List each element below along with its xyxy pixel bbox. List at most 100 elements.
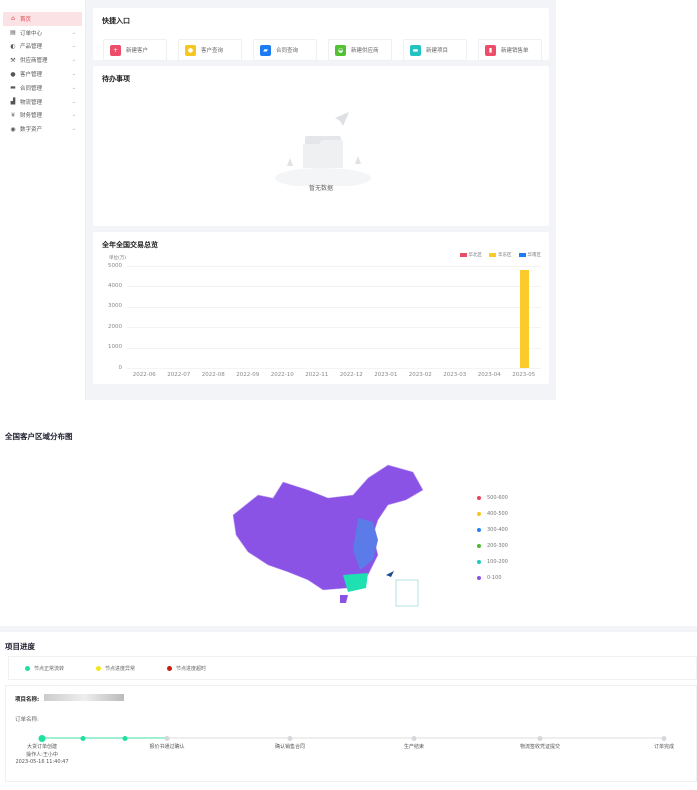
sidebar-item[interactable]: ▟ 物流管理 ⌄ (3, 95, 82, 109)
legend-label: 华北区 (468, 253, 483, 258)
timeline-step: 报价书通过确认 (149, 744, 184, 752)
chart-title: 全年全国交易总览 (102, 241, 158, 249)
gridline (127, 266, 541, 267)
map-region-east (353, 518, 378, 570)
gridline (127, 368, 541, 369)
legend-swatch (489, 253, 496, 257)
home-icon: ⌂ (11, 15, 15, 23)
progress-legend-label: 节点正常流转 (34, 665, 65, 672)
map-region-main (232, 464, 424, 591)
legend-dot (477, 528, 481, 532)
quick-entry-label: 新建项目 (426, 48, 449, 54)
sidebar-item-label: 产品管理 (20, 44, 43, 51)
sidebar-item[interactable]: ▬ 合同管理 ⌄ (3, 81, 82, 95)
map-legend-item[interactable]: 200-300 (477, 538, 508, 554)
step-operator: 操作人:王小中 (26, 751, 58, 758)
project-card: 项目名称: 订单名称: (5, 685, 697, 782)
asset-icon: ◉ (10, 125, 16, 133)
car-icon: ◒ (335, 44, 346, 56)
timeline-node[interactable] (38, 734, 46, 742)
sidebar-item[interactable]: ⚒ 供应商管理 ⌄ (3, 53, 82, 67)
sidebar: ⌂ 首页 ▤ 订单中心 ⌄ ◐ 产品管理 ⌄ ⚒ 供应商管理 ⌄ ● 客户管理 ⌄ ▬ 合同管理 ⌄ ▟ 物流管理 ⌄… (0, 0, 86, 400)
chevron-down-icon: ⌄ (71, 98, 76, 105)
legend-label: 华南区 (527, 253, 542, 258)
chevron-down-icon: ⌄ (71, 57, 76, 64)
quick-entry-button[interactable]: ▮ 新建销售单 (478, 39, 542, 61)
sidebar-item[interactable]: ¥ 财务管理 ⌄ (3, 109, 82, 123)
sidebar-item-label: 供应商管理 (20, 58, 48, 65)
timeline-step: 物流签收凭证提交 (520, 744, 560, 752)
quick-entry-button[interactable]: ◒ 新建供应商 (328, 39, 392, 61)
sidebar-item[interactable]: ⌂ 首页 (3, 12, 82, 26)
legend-label: 华东区 (498, 253, 512, 258)
project-name-label: 项目名称: (15, 697, 40, 703)
quick-entry-label: 新建销售单 (501, 48, 529, 54)
quick-entry-label: 客户查询 (201, 48, 224, 54)
quick-entry-button[interactable]: + 新建客户 (103, 39, 167, 61)
gridline (127, 327, 541, 329)
map-legend-item[interactable]: 100-200 (477, 554, 508, 570)
timeline-node[interactable] (80, 735, 86, 741)
timeline-step: 订单完成 (654, 744, 674, 752)
map-legend-label: 100-200 (487, 559, 508, 565)
quick-entry-button[interactable]: ▰ 合同查询 (253, 39, 317, 61)
status-dot (167, 665, 173, 671)
x-tick-label: 2022-09 (236, 372, 260, 378)
product-icon: ◐ (10, 42, 16, 50)
sidebar-item[interactable]: ▤ 订单中心 ⌄ (3, 26, 82, 40)
x-tick-label: 2022-08 (201, 372, 225, 378)
legend-dot (477, 544, 481, 548)
quick-entry-button[interactable]: ▬ 新建项目 (403, 39, 467, 61)
map-legend-item[interactable]: 400-500 (477, 506, 508, 522)
step-label: 大货订单创建 (26, 744, 58, 750)
legend-dot (477, 576, 481, 580)
timeline-step: 大货订单创建 操作人:王小中 2023-05-16 11:40:47 (15, 744, 68, 767)
sidebar-item-label: 首页 (20, 16, 32, 23)
gridline (127, 347, 541, 349)
timeline-node[interactable] (164, 735, 170, 741)
x-tick-label: 2023-05 (512, 372, 536, 378)
legend-dot (477, 512, 481, 516)
document-icon: ▮ (485, 44, 496, 56)
progress-legend: 节点正常流转 节点进度异常 节点进度超时 (8, 656, 697, 680)
y-tick-label: 5000 (108, 262, 122, 269)
users-icon: ● (185, 44, 196, 56)
status-dot (96, 665, 102, 671)
legend-swatch (459, 253, 467, 257)
sidebar-item[interactable]: ● 客户管理 ⌄ (3, 67, 82, 81)
x-tick-label: 2022-10 (270, 372, 294, 378)
chevron-down-icon: ⌄ (71, 84, 76, 91)
south-sea-inset (395, 579, 419, 607)
order-name-label: 订单名称: (15, 717, 39, 723)
map-region-hainan (340, 595, 348, 603)
timeline-node[interactable] (122, 735, 128, 741)
timeline-progress (42, 737, 167, 739)
map-legend-label: 200-300 (487, 543, 508, 549)
chart-legend: 华北区 华东区 华南区 (453, 252, 542, 258)
timeline-node[interactable] (411, 735, 417, 741)
map-legend-item[interactable]: 300-400 (477, 522, 508, 538)
todo-title: 待办事项 (102, 75, 130, 83)
x-tick-label: 2022-12 (339, 372, 363, 378)
quick-entry-label: 新建供应商 (351, 48, 379, 54)
map-region-south (343, 573, 368, 592)
step-time: 2023-05-16 11:40:47 (15, 759, 69, 765)
map-legend-item[interactable]: 500-600 (477, 490, 508, 506)
truck-icon: ▟ (10, 98, 16, 106)
timeline-track (42, 737, 664, 739)
timeline-node[interactable] (661, 735, 667, 741)
briefcase-icon: ▬ (10, 84, 16, 92)
chevron-down-icon: ⌄ (71, 126, 76, 133)
divider (0, 626, 697, 632)
quick-entry-button[interactable]: ● 客户查询 (178, 39, 242, 61)
quick-entry-title: 快捷入口 (102, 17, 130, 25)
timeline-node[interactable] (287, 735, 293, 741)
chevron-down-icon: ⌄ (71, 29, 76, 36)
map-legend-item[interactable]: 0-100 (477, 570, 508, 586)
gridline (127, 286, 541, 288)
timeline-node[interactable] (537, 735, 543, 741)
chevron-down-icon: ⌄ (71, 43, 76, 50)
sidebar-item[interactable]: ◐ 产品管理 ⌄ (3, 40, 82, 54)
sidebar-item[interactable]: ◉ 数字资产 ⌄ (3, 122, 82, 136)
x-tick-label: 2023-04 (477, 372, 501, 378)
